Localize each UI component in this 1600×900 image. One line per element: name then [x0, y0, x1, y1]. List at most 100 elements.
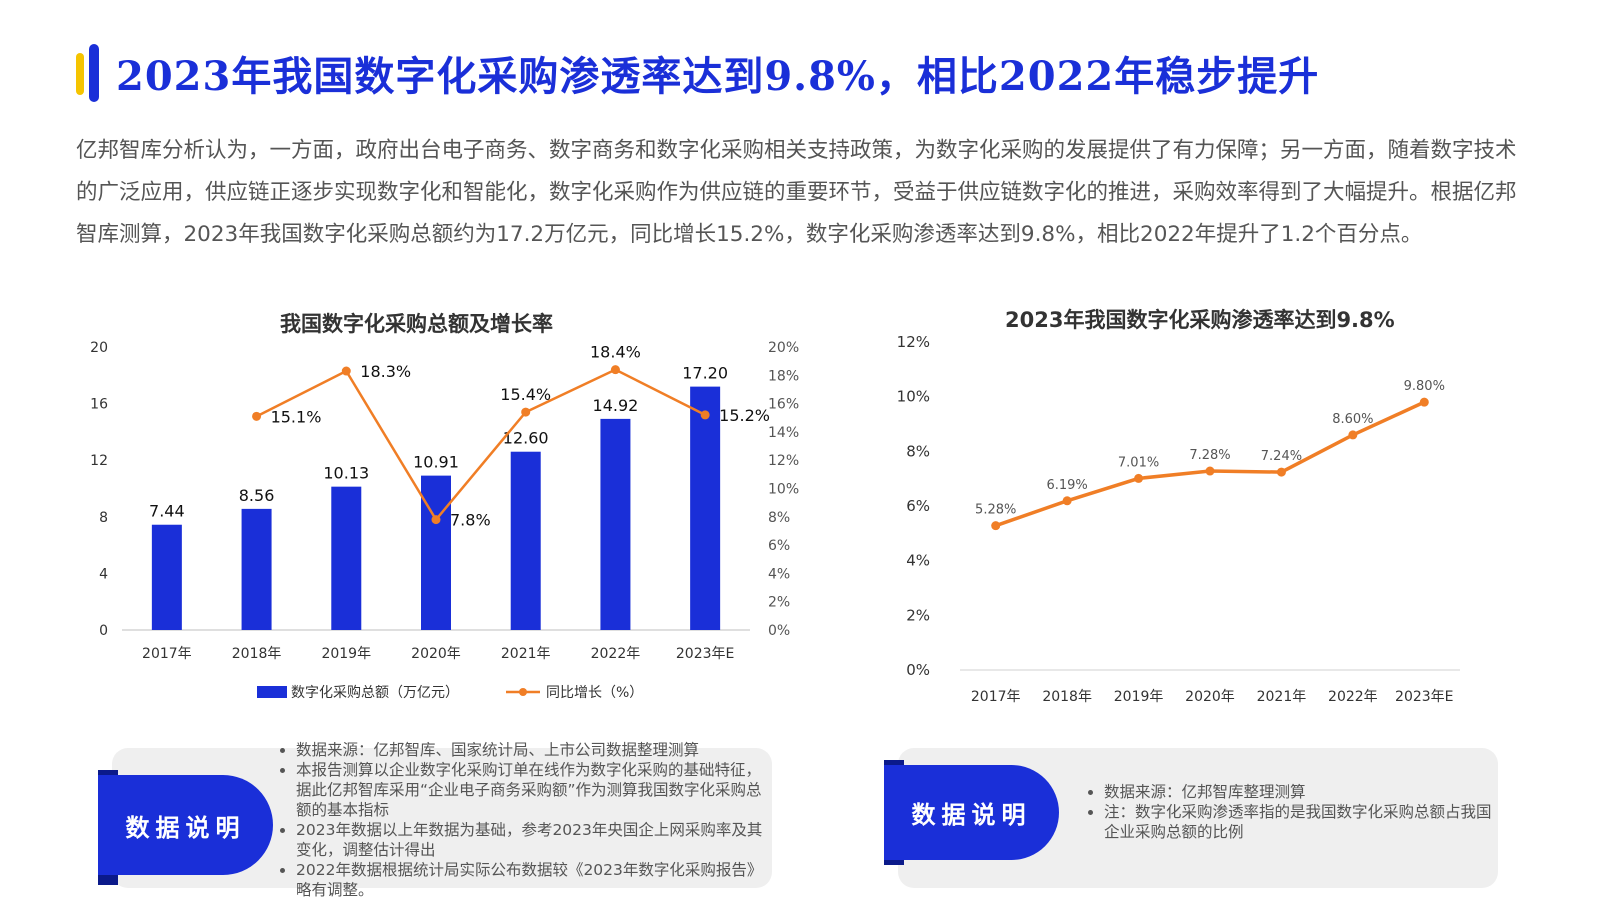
chart1-growth-label: 18.4% [590, 343, 641, 362]
chart1-bar [510, 451, 541, 630]
title-accent-yellow [76, 53, 84, 95]
chart2-y-tick-label: 6% [906, 497, 930, 515]
chart1-bar [241, 508, 272, 630]
chart1-y2-tick-label: 18% [768, 368, 799, 384]
chart2-point [1276, 467, 1286, 477]
chart1-bar [331, 486, 362, 630]
chart1-y2-tick-label: 2% [768, 595, 790, 611]
chart2-point-label: 7.01% [1118, 455, 1159, 470]
chart2-title: 2023年我国数字化采购渗透率达到9.8% [1005, 308, 1395, 332]
chart1-x-tick-label: 2019年 [321, 646, 371, 662]
chart1-svg: 0 4 8 12 16 20 0% 2% 4% 6% 8% 10% 12% 14% 16% 18% 20% 7.4… [90, 340, 799, 701]
chart2-point [1205, 466, 1215, 476]
chart1-x-tick-label: 2017年 [142, 646, 192, 662]
note-right-item: 数据来源：亿邦智库整理测算 [1104, 782, 1504, 802]
chart2-x-tick-label: 2022年 [1328, 689, 1378, 705]
chart1-y-tick-label: 4 [99, 566, 108, 582]
chart1-growth-label: 7.8% [450, 511, 491, 530]
chart1-x-tick-label: 2023年E [676, 646, 734, 662]
chart1-x-tick-label: 2022年 [591, 646, 641, 662]
chart1-y-tick-label: 12 [90, 453, 108, 469]
title-accent-blue [89, 44, 99, 102]
chart1-growth-point [431, 515, 441, 525]
chart1-bar [600, 418, 631, 630]
chart2-point [1419, 397, 1429, 407]
chart1-y2-tick-label: 14% [768, 425, 799, 441]
chart2-point [991, 521, 1001, 531]
chart2-point [1134, 473, 1144, 483]
chart2-x-tick-label: 2021年 [1257, 689, 1307, 705]
chart2-y-tick-label: 2% [906, 606, 930, 624]
chart1-title: 我国数字化采购总额及增长率 [280, 312, 553, 336]
chart2-y-tick-label: 12% [897, 333, 930, 351]
chart1-bar [690, 386, 721, 630]
chart2-point-label: 7.28% [1189, 448, 1230, 463]
chart1-y2-tick-label: 10% [768, 482, 799, 498]
chart2-point [1062, 496, 1072, 506]
chart2-x-tick-label: 2017年 [971, 689, 1021, 705]
note-badge-right: 数据说明 [884, 765, 1059, 860]
note-list-left: 数据来源：亿邦智库、国家统计局、上市公司数据整理测算本报告测算以企业数字化采购订… [272, 740, 776, 900]
chart1-y2-tick-label: 8% [768, 510, 790, 526]
chart2-point-label: 7.24% [1261, 449, 1302, 464]
note-left-item: 2023年数据以上年数据为基础，参考2023年央国企上网采购率及其变化，调整估计… [296, 820, 776, 860]
chart1-legend-bar-swatch [257, 686, 287, 698]
chart2-x-tick-label: 2018年 [1042, 689, 1092, 705]
chart2-y-tick-label: 10% [897, 388, 930, 406]
chart1-y-tick-label: 20 [90, 340, 108, 356]
chart1-y2-tick-label: 20% [768, 340, 799, 356]
chart1-growth-point [341, 366, 351, 376]
chart1-y2-tick-label: 6% [768, 538, 790, 554]
chart1-legend-line-marker [519, 688, 527, 696]
note-list-right: 数据来源：亿邦智库整理测算注：数字化采购渗透率指的是我国数字化采购总额占我国企业… [1080, 782, 1504, 842]
chart2-point [1348, 430, 1358, 440]
chart1-growth-label: 18.3% [360, 362, 411, 381]
chart2-y-tick-label: 0% [906, 661, 930, 679]
chart2-point-label: 6.19% [1046, 478, 1087, 493]
chart1-y-tick-label: 8 [99, 510, 108, 526]
chart2-y-tick-label: 8% [906, 442, 930, 460]
chart1-x-tick-label: 2020年 [411, 646, 461, 662]
chart1-bar-label: 17.20 [682, 364, 728, 383]
chart2-point-label: 9.80% [1404, 379, 1445, 394]
chart1-growth-point [521, 407, 531, 417]
note-left-item: 数据来源：亿邦智库、国家统计局、上市公司数据整理测算 [296, 740, 776, 760]
chart1-legend-line-label: 同比增长（%） [546, 685, 643, 701]
chart1-y-tick-label: 0 [99, 623, 108, 639]
chart1-bar-label: 14.92 [593, 396, 639, 415]
chart2-svg: 0% 2% 4% 6% 8% 10% 12% 5.28% 2017年 6.19% 2018年 7.01… [897, 333, 1460, 705]
chart2-x-tick-label: 2020年 [1185, 689, 1235, 705]
chart1-growth-point [252, 411, 262, 421]
chart2-point-label: 5.28% [975, 503, 1016, 518]
chart1-y2-tick-label: 12% [768, 453, 799, 469]
note-left-item: 2022年数据根据统计局实际公布数据较《2023年数字化采购报告》略有调整。 [296, 860, 776, 900]
note-right-item: 注：数字化采购渗透率指的是我国数字化采购总额占我国企业采购总额的比例 [1104, 802, 1504, 842]
chart1-growth-point [610, 365, 620, 375]
chart1-y-tick-label: 16 [90, 397, 108, 413]
chart1-bar-label: 10.13 [323, 464, 369, 483]
chart1-growth-line [256, 368, 706, 522]
chart1-bar-label: 7.44 [149, 502, 185, 521]
chart1-growth-label: 15.2% [719, 406, 770, 425]
chart1-bar [151, 524, 182, 630]
chart1-bar [421, 475, 451, 630]
chart1-y2-tick-label: 16% [768, 397, 799, 413]
chart1-bar-label: 8.56 [239, 486, 275, 505]
chart1-bar-label: 10.91 [413, 453, 459, 472]
chart1-y2-tick-label: 0% [768, 623, 790, 639]
chart1-bar-label: 12.60 [503, 429, 549, 448]
note-badge-left: 数据说明 [98, 775, 273, 875]
note-left-item: 本报告测算以企业数字化采购订单在线作为数字化采购的基础特征，据此亿邦智库采用“企… [296, 760, 776, 820]
chart2-x-tick-label: 2019年 [1114, 689, 1164, 705]
chart2-point-label: 8.60% [1332, 412, 1373, 427]
chart1-legend-bar-label: 数字化采购总额（万亿元） [291, 685, 459, 701]
chart2-y-tick-label: 4% [906, 552, 930, 570]
intro-paragraph: 亿邦智库分析认为，一方面，政府出台电子商务、数字商务和数字化采购相关支持政策，为… [76, 138, 1517, 247]
chart1-y2-tick-label: 4% [768, 566, 790, 582]
chart2-x-tick-label: 2023年E [1395, 689, 1453, 705]
chart1-x-tick-label: 2021年 [501, 646, 551, 662]
chart1-growth-point [700, 410, 710, 420]
chart1-growth-label: 15.1% [271, 407, 322, 426]
chart1-x-tick-label: 2018年 [232, 646, 282, 662]
page-title: 2023年我国数字化采购渗透率达到9.8%，相比2022年稳步提升 [116, 53, 1320, 100]
